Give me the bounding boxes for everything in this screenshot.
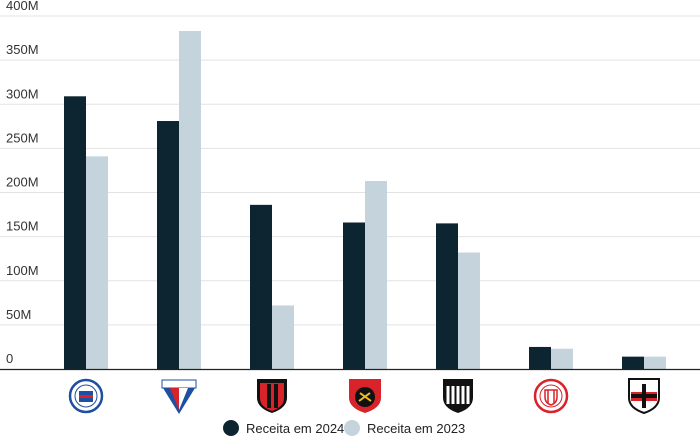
- bar-2023-1: [179, 31, 201, 369]
- legend-swatch-2023: [344, 420, 360, 436]
- bar-2024-4: [436, 223, 458, 369]
- nautico-crest-icon: [533, 378, 569, 414]
- y-tick-label: 200M: [6, 175, 39, 190]
- bar-2024-2: [250, 204, 272, 369]
- bar-2023-0: [86, 156, 108, 369]
- legend: Receita em 2024 Receita em 2023: [223, 420, 465, 436]
- bar-2023-5: [551, 348, 573, 369]
- y-tick-label: 250M: [6, 130, 39, 145]
- y-tick-label: 300M: [6, 86, 39, 101]
- sport-crest-icon: [349, 379, 381, 413]
- y-tick-label: 350M: [6, 42, 39, 57]
- bar-2023-3: [365, 181, 387, 369]
- bar-2024-1: [157, 121, 179, 369]
- bar-2023-4: [458, 252, 480, 369]
- y-tick-label: 0: [6, 351, 13, 366]
- bar-2024-0: [64, 96, 86, 370]
- y-axis-tick-labels: 0 50M 100M 150M 200M 250M 300M 350M 400M: [6, 0, 39, 366]
- fortaleza-crest-icon: [161, 379, 197, 414]
- bahia-crest-icon: [68, 378, 104, 414]
- legend-swatch-2024: [223, 420, 239, 436]
- bar-2024-6: [622, 356, 644, 369]
- y-tick-label: 400M: [6, 0, 39, 13]
- y-tick-label: 100M: [6, 263, 39, 278]
- vitoria-crest-icon: [257, 379, 287, 413]
- santa-cruz-crest-icon: [628, 378, 660, 415]
- club-crests: [68, 378, 660, 415]
- bar-2024-3: [343, 222, 365, 369]
- bar-2024-5: [529, 346, 551, 369]
- y-tick-label: 50M: [6, 307, 31, 322]
- y-tick-label: 150M: [6, 219, 39, 234]
- legend-label-2024: Receita em 2024: [246, 421, 344, 436]
- bar-2023-2: [272, 305, 294, 369]
- ceara-crest-icon: [443, 379, 473, 413]
- bar-2023-6: [644, 356, 666, 369]
- legend-label-2023: Receita em 2023: [367, 421, 465, 436]
- bars: [64, 31, 666, 370]
